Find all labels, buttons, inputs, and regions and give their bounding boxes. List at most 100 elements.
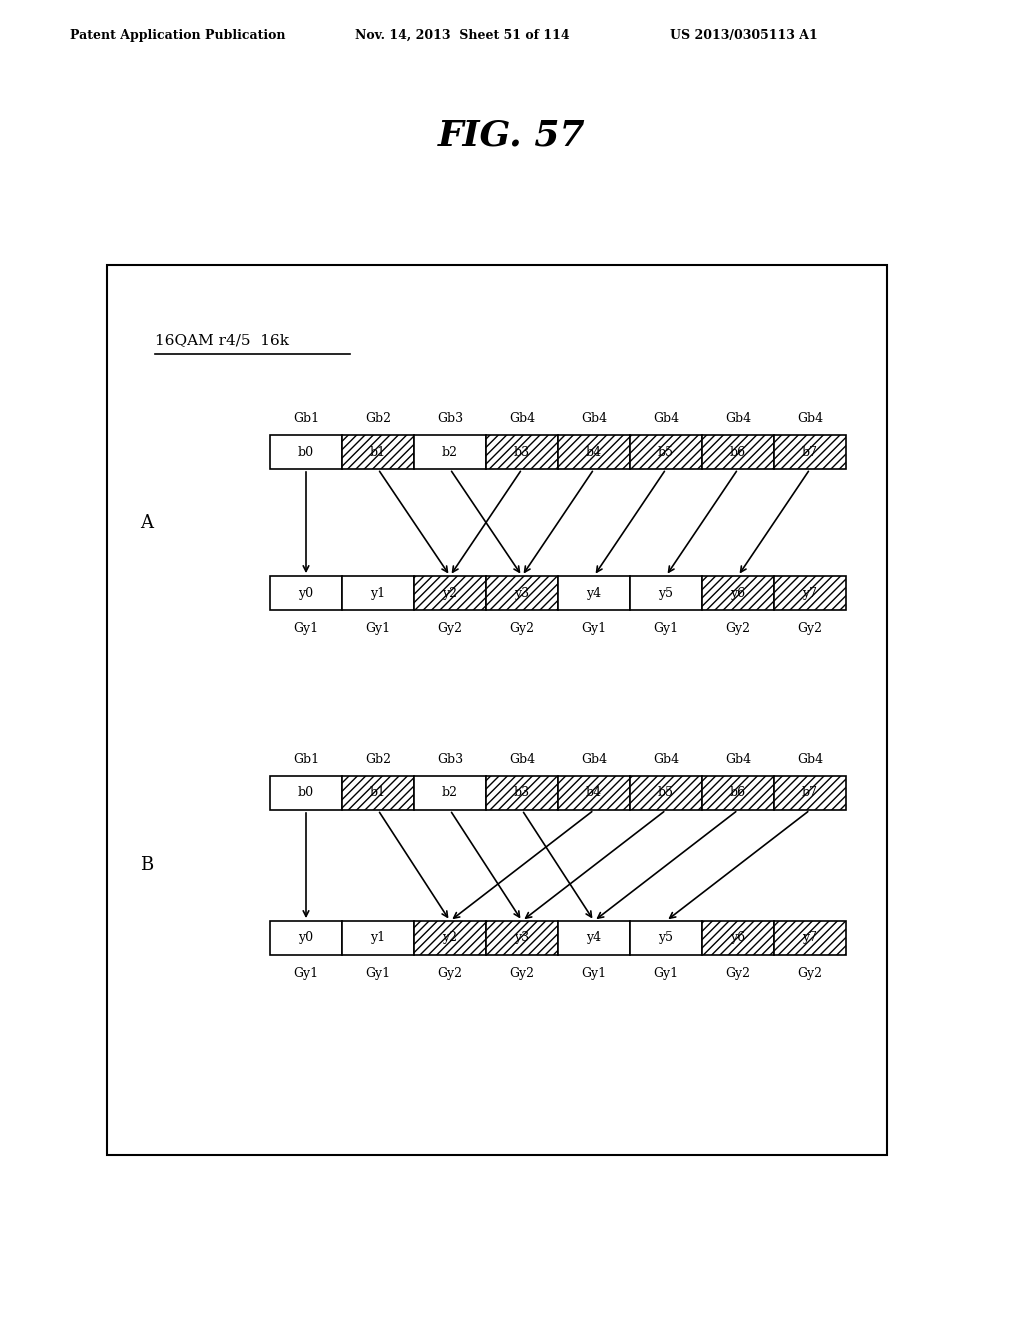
Text: Gy2: Gy2 bbox=[798, 968, 822, 979]
Text: Gy1: Gy1 bbox=[366, 622, 390, 635]
Text: Gb3: Gb3 bbox=[437, 752, 463, 766]
Bar bbox=[270, 776, 342, 810]
Bar bbox=[774, 436, 846, 469]
Text: b1: b1 bbox=[370, 446, 386, 458]
Bar bbox=[774, 921, 846, 954]
Bar bbox=[414, 436, 486, 469]
Text: Gy1: Gy1 bbox=[653, 622, 679, 635]
Text: Gb4: Gb4 bbox=[581, 412, 607, 425]
Text: FIG. 57: FIG. 57 bbox=[438, 117, 586, 152]
Text: b4: b4 bbox=[586, 787, 602, 800]
Text: Nov. 14, 2013  Sheet 51 of 114: Nov. 14, 2013 Sheet 51 of 114 bbox=[355, 29, 569, 41]
Bar bbox=[702, 576, 774, 610]
Bar bbox=[270, 921, 342, 954]
Bar bbox=[702, 776, 774, 810]
Bar bbox=[342, 776, 414, 810]
Text: Gy1: Gy1 bbox=[294, 968, 318, 979]
Bar bbox=[702, 921, 774, 954]
Bar bbox=[270, 576, 342, 610]
Text: 16QAM r4/5  16k: 16QAM r4/5 16k bbox=[155, 333, 289, 347]
Text: y4: y4 bbox=[587, 586, 601, 599]
Text: Gb2: Gb2 bbox=[365, 412, 391, 425]
Bar bbox=[630, 776, 702, 810]
Text: y3: y3 bbox=[514, 932, 529, 945]
Text: y5: y5 bbox=[658, 586, 674, 599]
Text: b3: b3 bbox=[514, 446, 530, 458]
Text: y1: y1 bbox=[371, 932, 386, 945]
Text: y5: y5 bbox=[658, 932, 674, 945]
Text: y2: y2 bbox=[442, 586, 458, 599]
Text: Gy1: Gy1 bbox=[294, 622, 318, 635]
Text: Gy2: Gy2 bbox=[510, 968, 535, 979]
Text: Gb4: Gb4 bbox=[797, 412, 823, 425]
Bar bbox=[558, 921, 630, 954]
Text: Gb4: Gb4 bbox=[509, 412, 536, 425]
Text: b7: b7 bbox=[802, 787, 818, 800]
Bar bbox=[486, 436, 558, 469]
Text: b0: b0 bbox=[298, 446, 314, 458]
Bar bbox=[558, 776, 630, 810]
Text: y4: y4 bbox=[587, 932, 601, 945]
Text: b6: b6 bbox=[730, 446, 746, 458]
Text: Gy1: Gy1 bbox=[582, 968, 606, 979]
Bar bbox=[558, 576, 630, 610]
Bar bbox=[558, 436, 630, 469]
Text: Gy2: Gy2 bbox=[510, 622, 535, 635]
Text: Gb4: Gb4 bbox=[725, 412, 751, 425]
Text: y7: y7 bbox=[803, 932, 817, 945]
Text: Gy2: Gy2 bbox=[437, 968, 463, 979]
Text: Gb4: Gb4 bbox=[797, 752, 823, 766]
Text: Gb4: Gb4 bbox=[653, 752, 679, 766]
Text: b3: b3 bbox=[514, 787, 530, 800]
Text: Gb1: Gb1 bbox=[293, 412, 319, 425]
Text: Gy1: Gy1 bbox=[582, 622, 606, 635]
Text: Gb2: Gb2 bbox=[365, 752, 391, 766]
Text: y2: y2 bbox=[442, 932, 458, 945]
Text: Gb4: Gb4 bbox=[509, 752, 536, 766]
Text: y6: y6 bbox=[730, 932, 745, 945]
Text: b6: b6 bbox=[730, 787, 746, 800]
Text: US 2013/0305113 A1: US 2013/0305113 A1 bbox=[670, 29, 818, 41]
Text: B: B bbox=[140, 857, 154, 874]
Text: b5: b5 bbox=[658, 446, 674, 458]
Bar bbox=[486, 576, 558, 610]
Bar bbox=[414, 921, 486, 954]
Bar bbox=[270, 436, 342, 469]
Text: b0: b0 bbox=[298, 787, 314, 800]
Text: y0: y0 bbox=[298, 932, 313, 945]
Bar bbox=[414, 576, 486, 610]
Text: Gy2: Gy2 bbox=[725, 622, 751, 635]
Text: b2: b2 bbox=[442, 446, 458, 458]
Text: Gy1: Gy1 bbox=[366, 968, 390, 979]
Text: Gb3: Gb3 bbox=[437, 412, 463, 425]
Text: Gy2: Gy2 bbox=[437, 622, 463, 635]
Text: y1: y1 bbox=[371, 586, 386, 599]
Text: y0: y0 bbox=[298, 586, 313, 599]
Text: b7: b7 bbox=[802, 446, 818, 458]
Bar bbox=[630, 576, 702, 610]
Bar bbox=[342, 921, 414, 954]
Text: Gb4: Gb4 bbox=[653, 412, 679, 425]
Bar bbox=[342, 436, 414, 469]
Bar bbox=[414, 776, 486, 810]
Text: Gy1: Gy1 bbox=[653, 968, 679, 979]
Text: y3: y3 bbox=[514, 586, 529, 599]
Bar bbox=[774, 576, 846, 610]
Bar bbox=[486, 921, 558, 954]
Text: y7: y7 bbox=[803, 586, 817, 599]
Bar bbox=[106, 265, 887, 1155]
Bar bbox=[630, 436, 702, 469]
Bar bbox=[702, 436, 774, 469]
Text: Gy2: Gy2 bbox=[798, 622, 822, 635]
Bar bbox=[774, 776, 846, 810]
Text: Gy2: Gy2 bbox=[725, 968, 751, 979]
Text: Gb4: Gb4 bbox=[581, 752, 607, 766]
Text: b1: b1 bbox=[370, 787, 386, 800]
Bar bbox=[630, 921, 702, 954]
Text: Patent Application Publication: Patent Application Publication bbox=[70, 29, 286, 41]
Bar bbox=[486, 776, 558, 810]
Text: b2: b2 bbox=[442, 787, 458, 800]
Bar bbox=[342, 576, 414, 610]
Text: y6: y6 bbox=[730, 586, 745, 599]
Text: Gb1: Gb1 bbox=[293, 752, 319, 766]
